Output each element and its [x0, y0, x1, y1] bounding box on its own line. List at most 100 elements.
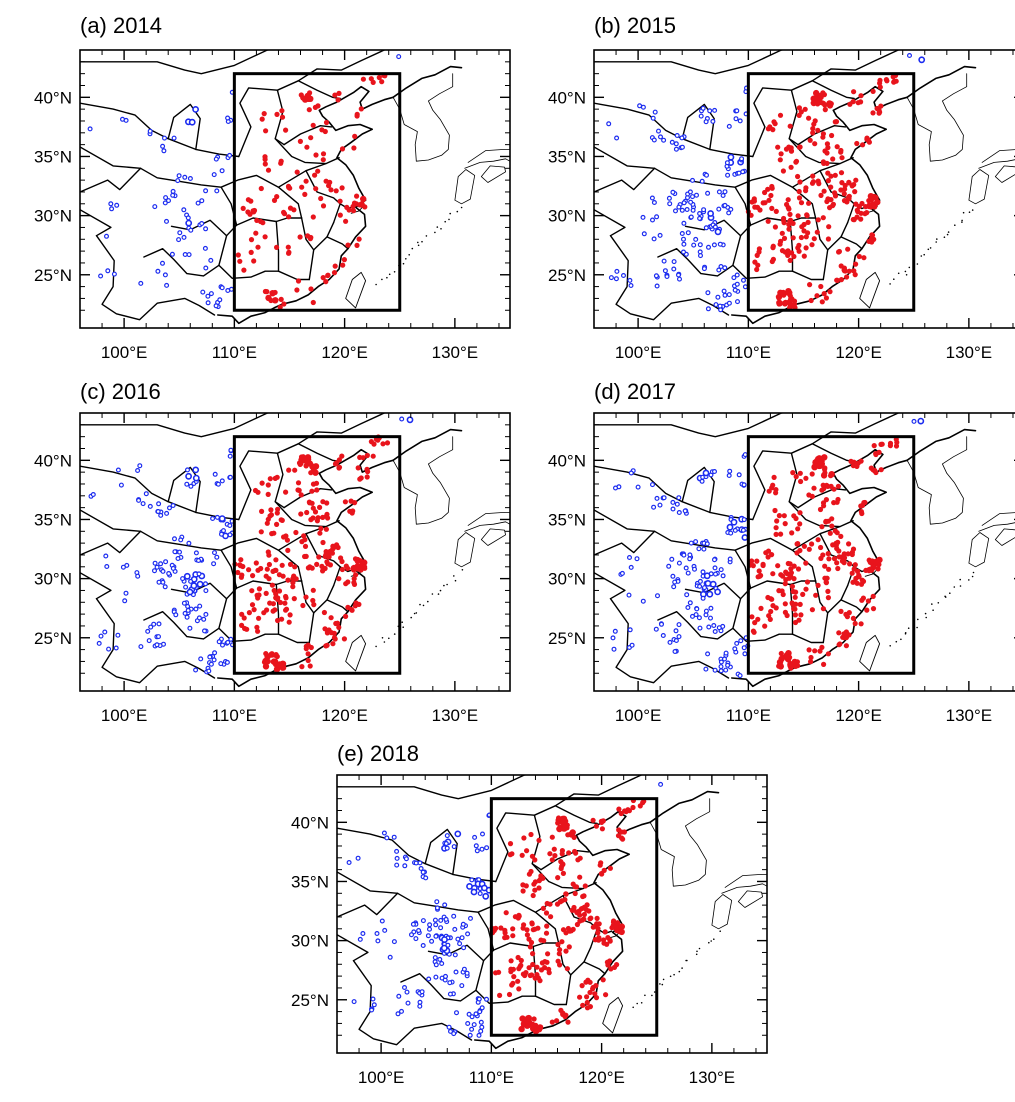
station-inside-marker: [307, 500, 313, 506]
station-inside-marker: [273, 652, 279, 658]
station-inside-marker: [877, 84, 883, 90]
station-outside-marker: [670, 189, 676, 195]
station-inside-marker: [584, 902, 590, 908]
station-outside-marker: [447, 991, 453, 997]
station-inside-marker: [504, 934, 510, 940]
station-outside-marker: [479, 1024, 485, 1030]
station-outside-marker: [680, 249, 686, 255]
station-inside-marker: [293, 576, 299, 582]
coastline-korea: [906, 436, 968, 525]
map-frame: [79, 49, 511, 329]
station-outside-marker: [404, 989, 410, 995]
station-inside-marker: [534, 1028, 540, 1034]
tick-label-y: 35°N: [34, 147, 72, 166]
province-boundary: [274, 138, 327, 165]
station-outside-marker: [163, 195, 169, 201]
station-outside-marker: [154, 642, 160, 648]
station-outside-marker: [434, 899, 440, 905]
island-mark: [640, 1002, 643, 1004]
panel-a: (a) 2014 100°E 110°E 120°E 130°E25°N30°N35°…: [34, 13, 511, 362]
station-inside-marker: [590, 924, 596, 930]
station-inside-marker: [864, 210, 870, 216]
station-outside-marker: [180, 576, 186, 582]
coastline-honshu: [978, 522, 1015, 532]
province-boundary: [337, 892, 399, 918]
station-inside-marker: [255, 628, 261, 634]
station-outside-marker: [732, 646, 738, 652]
station-outside-marker: [688, 199, 694, 205]
station-inside-marker: [262, 663, 270, 670]
station-outside-marker: [741, 645, 747, 651]
station-inside-marker: [354, 556, 361, 564]
station-inside-marker: [818, 92, 824, 98]
station-inside-marker: [812, 118, 818, 124]
station-inside-marker: [793, 663, 799, 670]
station-outside-marker: [711, 557, 717, 563]
station-outside-marker: [190, 582, 198, 590]
station-inside-marker: [787, 123, 793, 129]
station-inside-marker: [524, 848, 530, 854]
island-mark: [893, 278, 895, 281]
tick-label-x: 100°E: [101, 706, 148, 725]
station-outside-marker: [718, 567, 724, 573]
station-outside-marker: [171, 135, 177, 141]
province-boundary: [752, 87, 799, 158]
station-outside-marker: [680, 236, 686, 242]
station-inside-marker: [358, 106, 364, 112]
station-inside-marker: [251, 607, 257, 613]
province-boundary: [557, 942, 592, 976]
station-outside-marker: [654, 214, 660, 220]
province-boundary: [531, 863, 584, 890]
station-outside-marker: [741, 534, 749, 541]
station-outside-marker: [446, 1024, 452, 1030]
station-inside-marker: [308, 517, 314, 523]
station-inside-marker: [290, 580, 296, 586]
province-boundary: [143, 611, 220, 640]
station-outside-marker: [703, 666, 709, 672]
province-boundary: [811, 50, 899, 82]
station-inside-marker: [274, 244, 280, 250]
station-outside-marker: [734, 272, 740, 278]
station-outside-marker: [214, 188, 220, 194]
island-mark: [636, 1002, 638, 1005]
station-outside-marker: [172, 549, 178, 555]
station-outside-marker: [220, 642, 226, 648]
station-inside-marker: [362, 564, 368, 570]
tick-label-y: 25°N: [548, 629, 586, 648]
station-inside-marker: [360, 455, 366, 461]
station-inside-marker: [826, 224, 832, 230]
station-inside-marker: [272, 297, 279, 304]
station-inside-marker: [559, 851, 565, 857]
station-inside-marker: [555, 875, 561, 881]
island-mark: [698, 947, 701, 950]
station-outside-marker: [727, 468, 733, 474]
station-inside-marker: [802, 106, 808, 112]
station-outside-marker: [103, 553, 109, 559]
station-inside-marker: [839, 180, 845, 186]
tick-label-y: 40°N: [34, 451, 72, 470]
station-outside-marker: [611, 646, 617, 652]
station-outside-marker: [693, 236, 699, 242]
station-inside-marker: [530, 961, 536, 968]
station-outside-marker: [640, 598, 646, 604]
station-outside-marker: [413, 860, 419, 866]
station-inside-marker: [825, 196, 831, 202]
station-inside-marker: [841, 555, 848, 561]
station-outside-marker: [718, 664, 724, 670]
station-inside-marker: [269, 582, 275, 588]
station-inside-marker: [278, 158, 284, 164]
station-outside-marker: [739, 156, 745, 162]
station-outside-marker: [355, 855, 361, 861]
station-inside-marker: [867, 558, 874, 565]
station-inside-marker: [305, 657, 311, 664]
station-inside-marker: [303, 178, 309, 184]
station-outside-marker: [705, 290, 711, 296]
station-inside-marker: [775, 563, 781, 569]
province-boundary: [143, 248, 220, 277]
station-inside-marker: [590, 817, 596, 823]
station-inside-marker: [251, 209, 257, 215]
station-inside-marker: [284, 537, 290, 543]
station-outside-marker: [672, 579, 678, 585]
station-outside-marker: [154, 564, 160, 570]
island-mark: [971, 209, 974, 211]
